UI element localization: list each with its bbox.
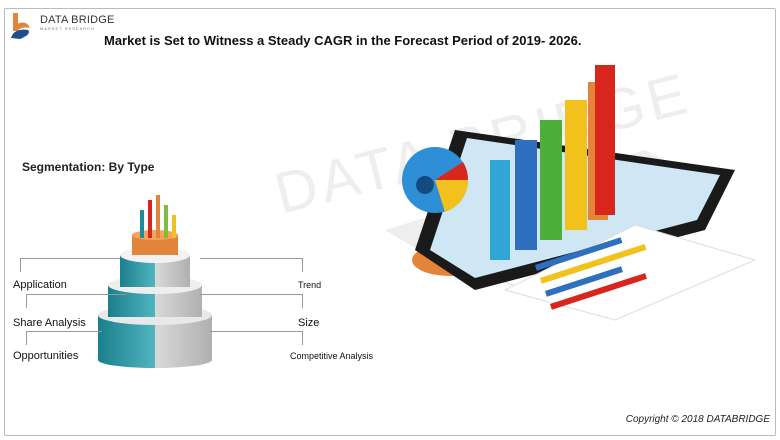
connector-line [26,294,27,308]
segment-label-trend: Trend [298,280,322,290]
segment-label-size: Size [298,317,320,329]
connector-line [26,331,102,332]
logo-sub: MARKET RESEARCH [40,26,95,31]
logo-icon [11,13,30,39]
page-title: Market is Set to Witness a Steady CAGR i… [104,33,582,48]
copyright: Copyright © 2018 DATABRIDGE [625,414,770,425]
segmentation-heading: Segmentation: By Type [22,160,155,174]
connector-line [302,258,303,272]
connector-line [302,294,303,308]
connector-line [26,294,126,295]
connector-line [210,331,302,332]
logo-name: DATA BRIDGE [40,14,115,26]
connector-line [20,258,21,272]
segment-label-opportunities: Opportunities [13,350,79,362]
segmentation-cake-illustration [98,195,212,368]
tablet-chart-illustration [385,65,757,321]
segment-label-share-analysis: Share Analysis [13,317,86,329]
segment-label-application: Application [13,279,67,291]
connector-line [26,331,27,345]
connector-line [200,294,302,295]
logo: DATA BRIDGE MARKET RESEARCH [10,12,115,40]
segment-label-competitive-analysis: Competitive Analysis [290,351,374,361]
connector-line [200,258,302,259]
connector-line [302,331,303,345]
connector-line [20,258,120,259]
infographic-frame [4,8,776,436]
